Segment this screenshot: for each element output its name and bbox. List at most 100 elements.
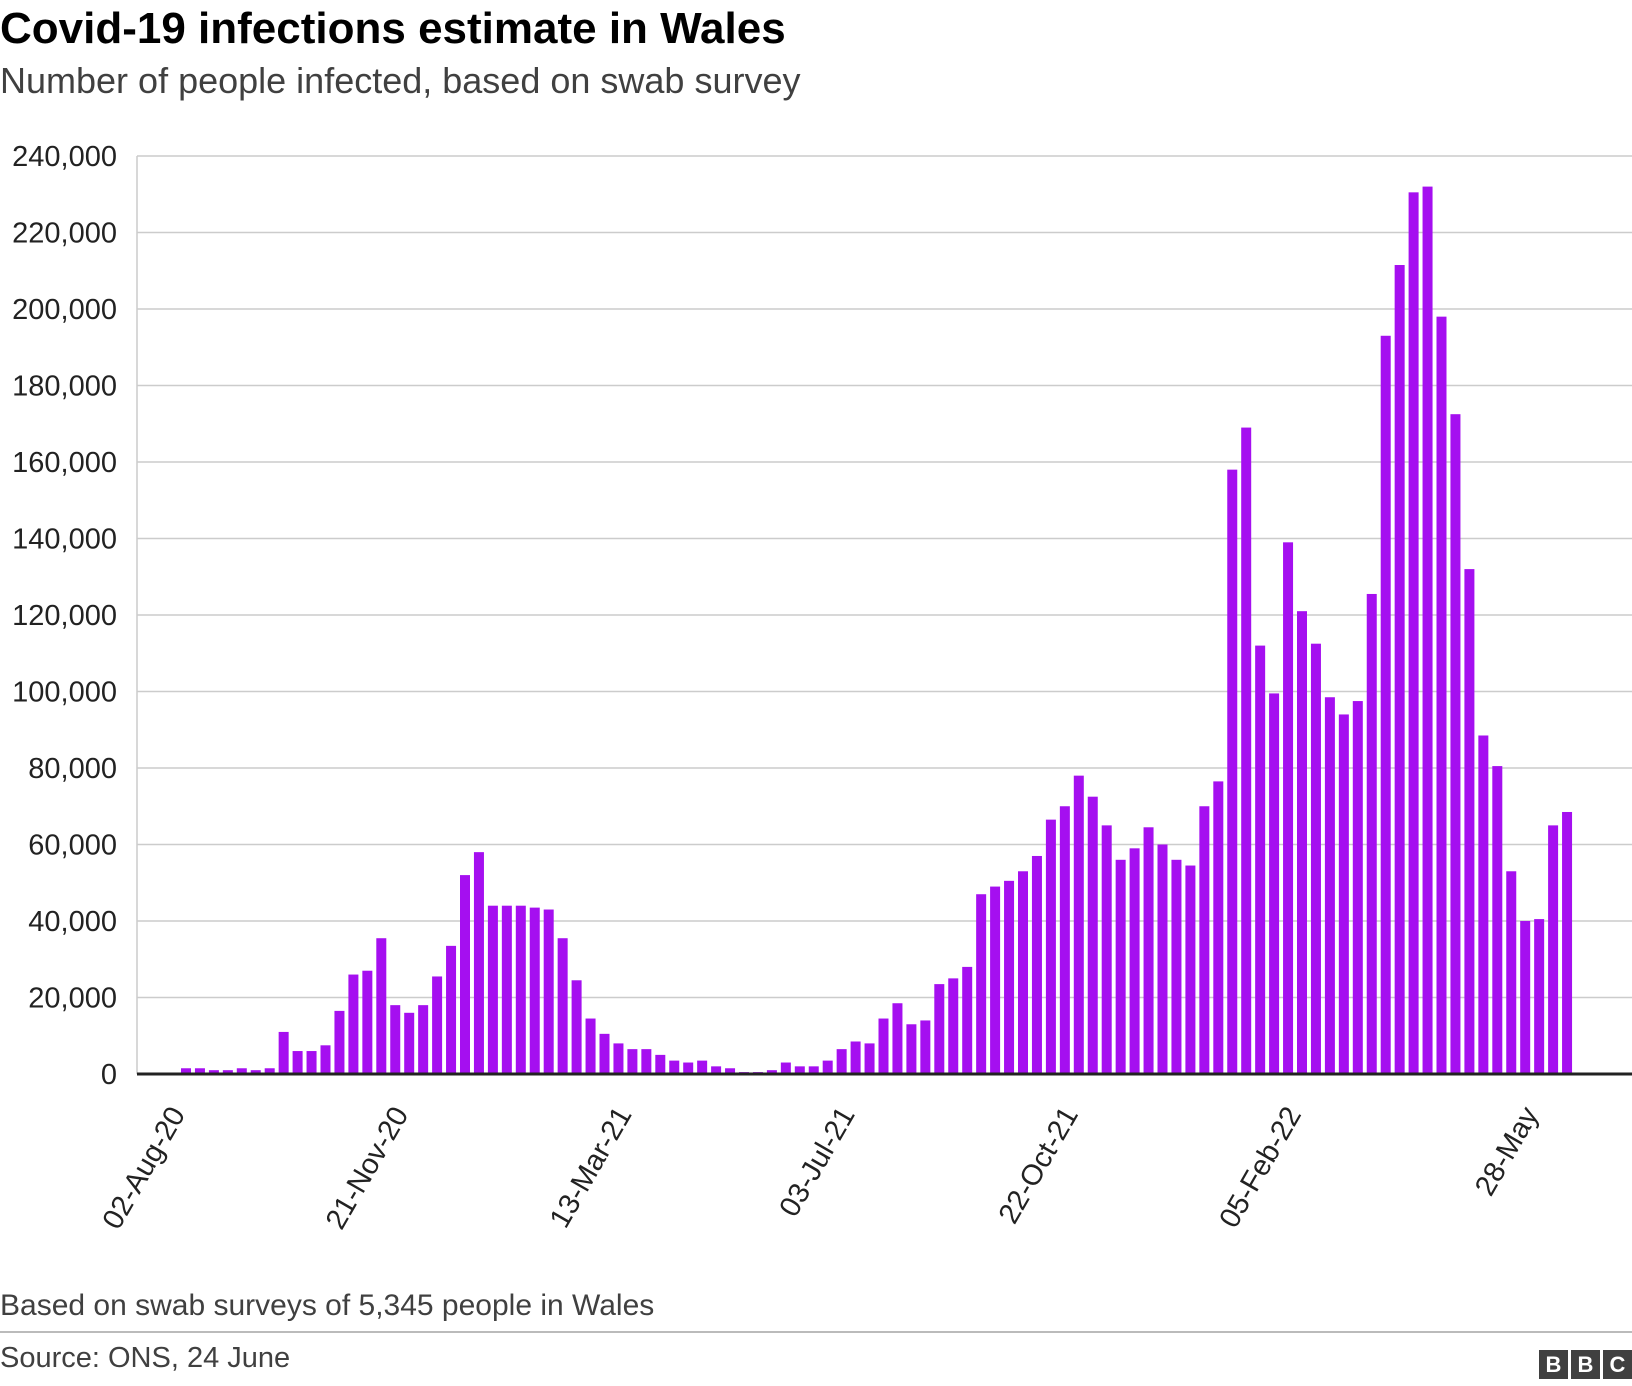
bar: [1450, 414, 1461, 1074]
y-tick-label: 100,000: [12, 677, 117, 709]
bar: [641, 1049, 652, 1074]
bar: [557, 938, 568, 1074]
bar: [1520, 921, 1531, 1074]
bar: [1394, 265, 1405, 1074]
source-text: Source: ONS, 24 June: [0, 1342, 291, 1374]
bar: [306, 1051, 317, 1074]
bar: [976, 894, 987, 1074]
bar: [1380, 335, 1391, 1074]
x-tick-label: 03-Jul-21: [773, 1102, 861, 1223]
bar: [892, 1003, 903, 1074]
logo-letter: B: [1539, 1350, 1568, 1379]
bar: [208, 1070, 219, 1074]
bar: [836, 1049, 847, 1074]
bar: [1227, 469, 1238, 1074]
y-tick-label: 80,000: [28, 753, 117, 785]
bar: [585, 1018, 596, 1074]
bar: [194, 1068, 205, 1074]
bar: [850, 1041, 861, 1074]
x-tick-label: 13-Mar-21: [544, 1102, 639, 1234]
bar: [529, 907, 540, 1074]
bar: [948, 978, 959, 1074]
bar: [1297, 611, 1307, 1074]
bar: [1171, 859, 1182, 1074]
bar: [1283, 542, 1294, 1074]
bar: [320, 1045, 331, 1074]
bar: [990, 886, 1001, 1074]
chart-title: Covid-19 infections estimate in Wales: [0, 4, 786, 53]
bar: [1018, 871, 1028, 1074]
x-tick-label: 02-Aug-20: [97, 1102, 192, 1235]
bar: [1548, 825, 1559, 1074]
bar: [808, 1066, 819, 1074]
bar: [725, 1068, 736, 1074]
bar: [348, 974, 359, 1074]
bar: [1101, 825, 1112, 1074]
bar: [1073, 775, 1084, 1074]
bar: [697, 1060, 708, 1074]
bar: [1269, 693, 1280, 1074]
bar: [906, 1024, 917, 1074]
bar: [1199, 806, 1210, 1074]
bar: [1324, 697, 1335, 1074]
x-tick-label: 21-Nov-20: [320, 1102, 415, 1235]
bar: [962, 966, 973, 1074]
bar: [1157, 844, 1168, 1074]
bar: [1241, 427, 1252, 1074]
bar: [390, 1005, 401, 1074]
bar: [264, 1068, 275, 1074]
bbc-logo: B B C: [1539, 1350, 1632, 1379]
logo-letter: B: [1571, 1350, 1600, 1379]
y-tick-label: 240,000: [12, 141, 117, 173]
bar: [599, 1033, 610, 1074]
x-tick-label: 28-May: [1469, 1101, 1545, 1201]
bar: [1534, 919, 1545, 1074]
bar: [613, 1043, 624, 1074]
bar: [864, 1043, 875, 1074]
bar: [1255, 645, 1266, 1074]
bar: [627, 1049, 638, 1074]
bar: [1059, 806, 1070, 1074]
bar: [1506, 871, 1517, 1074]
bar: [376, 938, 387, 1074]
bar: [1129, 848, 1140, 1074]
y-tick-label: 40,000: [28, 906, 117, 938]
bar: [1045, 819, 1056, 1074]
bar: [404, 1012, 415, 1074]
chart-subtitle: Number of people infected, based on swab…: [0, 60, 801, 101]
bar: [794, 1066, 805, 1074]
bar: [222, 1070, 233, 1074]
y-tick-label: 0: [101, 1059, 117, 1091]
bar: [1185, 865, 1196, 1074]
bar: [1213, 781, 1224, 1074]
bar: [920, 1020, 931, 1074]
bar: [292, 1051, 303, 1074]
y-tick-label: 220,000: [12, 218, 117, 250]
bar: [278, 1031, 289, 1074]
bar: [711, 1066, 722, 1074]
bar: [669, 1060, 680, 1074]
bar: [334, 1010, 345, 1074]
bar: [1464, 569, 1475, 1074]
bar: [1352, 701, 1363, 1074]
bar: [543, 909, 554, 1074]
bar: [487, 905, 498, 1074]
bar: [1004, 880, 1015, 1074]
bar: [822, 1060, 833, 1074]
bar: [501, 905, 512, 1074]
bar: [780, 1062, 791, 1074]
x-tick-label: 05-Feb-22: [1213, 1102, 1308, 1234]
bar: [1310, 643, 1321, 1074]
bar: [1562, 811, 1573, 1074]
y-tick-label: 120,000: [12, 600, 117, 632]
bar: [460, 875, 470, 1074]
y-tick-label: 200,000: [12, 294, 117, 326]
logo-letter: C: [1603, 1350, 1632, 1379]
y-tick-label: 140,000: [12, 524, 117, 556]
bar: [473, 852, 484, 1074]
bar: [181, 1068, 191, 1074]
y-tick-label: 20,000: [28, 983, 117, 1015]
bar: [878, 1018, 889, 1074]
bar: [766, 1070, 777, 1074]
y-tick-label: 160,000: [12, 447, 117, 479]
